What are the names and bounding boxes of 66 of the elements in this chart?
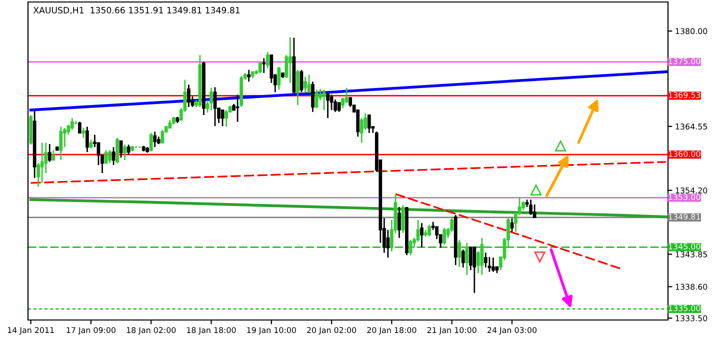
candlestick xyxy=(258,61,262,74)
candlestick xyxy=(468,246,472,271)
candlestick xyxy=(337,102,341,113)
candlestick xyxy=(187,84,190,108)
candlestick xyxy=(153,130,157,148)
candlestick xyxy=(220,109,224,127)
candlestick xyxy=(461,248,465,268)
candlestick xyxy=(360,117,364,144)
candlestick xyxy=(236,94,240,122)
candlestick xyxy=(458,239,462,268)
candlestick xyxy=(510,217,514,232)
line-series xyxy=(30,161,667,184)
candlestick xyxy=(123,144,126,161)
candlestick xyxy=(420,222,424,248)
candlestick xyxy=(149,132,153,152)
candlestick xyxy=(314,88,318,109)
candlestick xyxy=(367,114,371,134)
candlestick xyxy=(307,74,311,94)
candlestick xyxy=(126,144,130,156)
candlestick xyxy=(300,69,304,93)
candlestick xyxy=(326,93,330,119)
candlestick xyxy=(465,242,469,276)
candlestick xyxy=(160,129,164,144)
candlestick xyxy=(48,143,52,163)
candlestick xyxy=(442,227,446,246)
candlestick xyxy=(116,137,119,164)
candlestick xyxy=(262,57,266,74)
candlestick xyxy=(247,69,251,82)
candlestick xyxy=(488,256,492,273)
candlestick xyxy=(78,121,82,134)
candlestick xyxy=(532,204,536,218)
candlestick xyxy=(472,246,476,294)
candlestick xyxy=(311,80,314,113)
candlestick xyxy=(108,150,112,164)
candlestick xyxy=(480,237,484,276)
candlestick xyxy=(213,86,217,127)
candlestick xyxy=(270,54,274,84)
candlestick xyxy=(408,239,412,256)
candlestick xyxy=(398,206,401,239)
candlestick xyxy=(266,51,270,69)
candlestick xyxy=(288,36,292,84)
candlestick xyxy=(210,87,213,111)
candlestick xyxy=(277,66,281,90)
candlestick xyxy=(304,76,307,93)
candlestick xyxy=(224,109,228,128)
line-series xyxy=(29,198,668,218)
candlestick xyxy=(428,224,431,237)
candlestick xyxy=(40,142,44,184)
candlestick xyxy=(296,69,300,106)
candlestick xyxy=(322,88,326,111)
candlestick xyxy=(82,127,86,139)
text: XAUUSD,H1 1350.66 1351.91 1349.81 1349.81 xyxy=(33,6,240,14)
candlestick xyxy=(86,126,89,153)
line-series xyxy=(29,70,668,112)
candlestick xyxy=(52,150,56,161)
candlestick xyxy=(492,256,495,273)
candlestick xyxy=(112,146,116,166)
candlestick xyxy=(104,150,108,164)
candlestick xyxy=(341,97,345,109)
candlestick xyxy=(435,226,438,240)
candlestick xyxy=(59,126,63,161)
candlestick xyxy=(334,98,337,113)
candlestick xyxy=(70,117,74,131)
candlestick xyxy=(529,198,532,216)
candlestick xyxy=(484,252,488,268)
candlestick xyxy=(401,204,405,234)
